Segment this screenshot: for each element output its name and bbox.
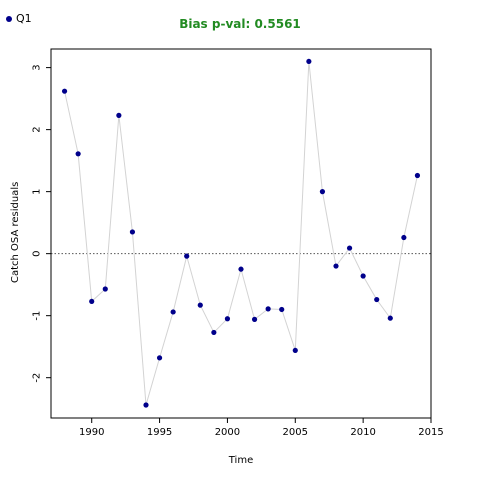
x-tick-label: 2015 <box>418 427 443 438</box>
data-point <box>401 234 407 241</box>
legend: Q1 <box>6 12 32 25</box>
y-tick-label: 2 <box>32 126 43 132</box>
y-axis-label: Catch OSA residuals <box>10 181 21 283</box>
data-point <box>306 58 312 65</box>
data-point <box>156 355 163 361</box>
data-point <box>333 263 339 269</box>
y-tick-label: 3 <box>32 64 43 70</box>
legend-label-q1: Q1 <box>16 12 32 25</box>
data-point <box>89 298 95 305</box>
x-tick-label: 2010 <box>350 427 375 438</box>
plot-frame <box>50 48 432 419</box>
data-point <box>211 329 217 336</box>
data-point <box>61 88 68 94</box>
data-point <box>238 266 244 272</box>
data-point <box>116 112 122 118</box>
data-point <box>374 296 380 303</box>
y-tick-label: 0 <box>32 250 43 256</box>
data-point <box>143 402 149 408</box>
data-point <box>319 189 326 195</box>
data-point <box>129 229 136 235</box>
series-line-0 <box>64 61 418 406</box>
data-point <box>279 306 285 313</box>
data-point <box>346 245 353 251</box>
data-point <box>360 273 366 279</box>
x-tick-label: 1990 <box>79 427 104 438</box>
y-tick-label: -2 <box>32 373 43 383</box>
y-tick-label: 1 <box>32 188 43 194</box>
x-axis-label: Time <box>228 455 254 466</box>
chart-title: Bias p-val: 0.5561 <box>179 17 301 31</box>
data-point <box>414 172 421 179</box>
data-point <box>184 253 190 259</box>
data-point <box>102 286 108 292</box>
x-tick-label: 2000 <box>215 427 240 438</box>
x-tick-label: 1995 <box>147 427 172 438</box>
x-tick-label: 2005 <box>283 427 308 438</box>
data-point <box>197 302 203 308</box>
data-point <box>292 347 298 354</box>
y-tick-label: -1 <box>32 311 43 321</box>
data-point <box>170 309 176 315</box>
legend-marker <box>6 15 12 22</box>
data-point <box>265 306 271 312</box>
data-point <box>387 315 393 321</box>
data-point <box>224 316 231 322</box>
data-point <box>251 316 258 322</box>
data-point <box>75 151 81 157</box>
